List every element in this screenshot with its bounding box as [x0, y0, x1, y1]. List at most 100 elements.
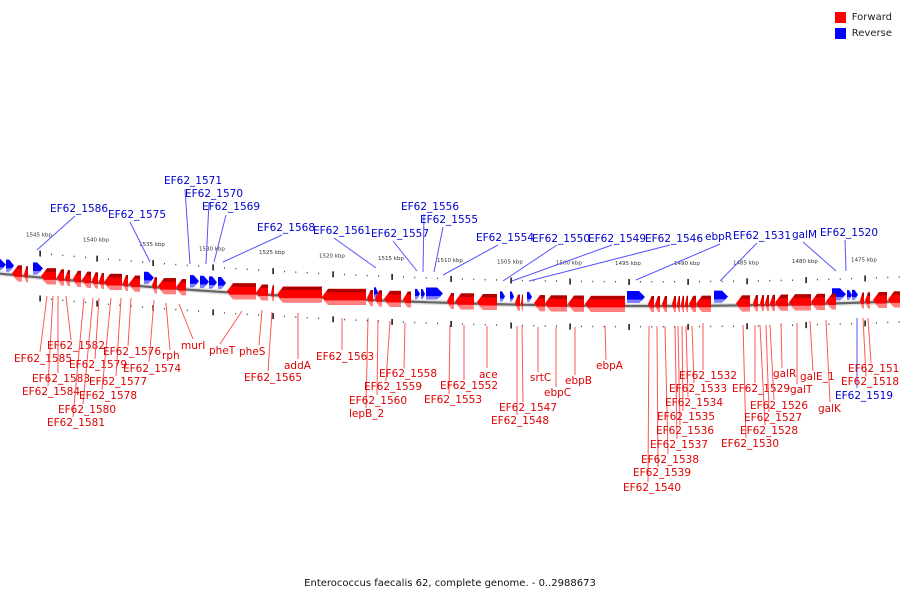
reverse-gene-arrow: [714, 290, 728, 303]
minor-tick: [318, 272, 320, 275]
reverse-leader-line: [844, 239, 847, 272]
forward-gene-label: EF62_1517: [848, 363, 900, 375]
reverse-gene-label: EF62_1519: [835, 390, 893, 402]
reverse-gene-label: EF62_1561: [313, 225, 371, 237]
forward-gene-arrow-shade: [105, 285, 122, 290]
reverse-gene-arrow-shade: [714, 299, 727, 303]
tick-label: 1540 kbp: [83, 238, 109, 244]
forward-gene-arrow-top: [94, 272, 98, 276]
forward-gene-arrow: [277, 286, 322, 303]
tick-label: 1515 kbp: [378, 256, 404, 262]
reverse-leader-line: [205, 201, 210, 265]
forward-gene-arrow-top: [231, 283, 256, 287]
reverse-leader-line: [222, 234, 283, 263]
minor-tick-lower: [792, 324, 794, 326]
forward-gene-arrow-top: [761, 295, 764, 299]
forward-gene-arrow-top: [67, 270, 70, 274]
forward-leader-line: [101, 297, 112, 391]
forward-gene-arrow-top: [45, 268, 56, 272]
forward-gene-arrow-top: [369, 289, 373, 294]
forward-gene-arrow-shade: [515, 306, 520, 311]
minor-tick: [437, 277, 439, 280]
minor-tick-lower: [816, 323, 818, 326]
forward-gene-arrow-top: [108, 273, 122, 278]
legend-label-reverse: Reverse: [851, 27, 892, 39]
forward-gene-arrow: [789, 294, 811, 311]
forward-gene-arrow: [545, 295, 567, 312]
minor-tick-lower: [223, 312, 225, 314]
reverse-gene-label: EF62_1570: [185, 188, 243, 200]
forward-leader-line: [647, 325, 650, 483]
forward-leader-line: [403, 322, 406, 369]
reverse-gene-label: ebpR: [705, 231, 732, 243]
forward-gene-arrow: [99, 272, 104, 289]
reverse-gene-arrow-shade: [209, 285, 216, 289]
forward-gene-label: EF62_1576: [103, 346, 161, 358]
forward-gene-arrow-shade: [760, 306, 764, 312]
major-tick-lower: [805, 322, 807, 329]
minor-tick: [306, 272, 308, 274]
forward-leader-line: [809, 320, 814, 372]
forward-gene-arrow-top: [877, 291, 887, 296]
forward-gene-arrow-top: [572, 295, 584, 300]
forward-gene-label: EF62_1580: [58, 404, 116, 416]
forward-gene-arrow-shade: [672, 307, 676, 312]
minor-tick-lower: [62, 299, 64, 302]
forward-leader-line: [691, 325, 695, 384]
tick-label: 1530 kbp: [199, 246, 225, 252]
minor-tick-lower: [306, 317, 308, 319]
forward-gene-label: pheT: [209, 345, 236, 357]
reverse-gene-label: EF62_1546: [645, 233, 703, 245]
forward-gene-arrow-top: [538, 295, 545, 299]
minor-tick-lower: [556, 325, 558, 327]
forward-gene-arrow: [176, 279, 186, 296]
major-tick: [510, 277, 512, 284]
minor-tick: [615, 280, 617, 283]
forward-gene-arrow-shade: [889, 302, 900, 308]
minor-tick: [142, 261, 144, 263]
forward-gene-arrow-top: [793, 294, 811, 298]
forward-gene-label: EF62_1518: [841, 376, 899, 388]
forward-gene-arrow-shade: [368, 301, 373, 306]
forward-gene-arrow-top: [867, 292, 870, 296]
forward-gene-arrow-top: [779, 294, 788, 299]
strand-legend: Forward Reverse: [834, 9, 892, 41]
forward-leader-line: [825, 319, 831, 403]
reverse-gene-arrow: [190, 275, 199, 288]
forward-gene-arrow-top: [692, 295, 696, 300]
forward-gene-label: pheS: [239, 346, 266, 358]
reverse-leader-line: [36, 215, 76, 251]
forward-gene-arrow-shade: [448, 304, 454, 309]
minor-tick: [580, 280, 582, 283]
forward-gene-arrow-shade: [655, 307, 660, 312]
forward-leader-line: [759, 324, 766, 426]
forward-gene-arrow-top: [459, 293, 474, 297]
minor-tick-lower: [639, 325, 641, 328]
minor-tick-lower: [343, 318, 345, 321]
forward-gene-arrow-top: [664, 295, 667, 300]
minor-tick: [828, 278, 830, 281]
gene-labels: EF62_1586 EF62_1575EF62_1571EF62_1570EF62…: [14, 175, 900, 494]
forward-gene-arrow-shade: [521, 306, 523, 311]
forward-gene-arrow-top: [25, 266, 28, 270]
minor-tick: [50, 253, 52, 256]
forward-gene-label: ebpC: [544, 387, 571, 399]
forward-gene-label: EF62_1547: [499, 402, 557, 414]
minor-tick: [366, 274, 368, 277]
forward-leader-line: [376, 319, 379, 396]
minor-tick: [556, 280, 558, 282]
forward-gene-arrow-shade: [152, 288, 157, 294]
forward-gene-arrow-shade: [74, 282, 81, 287]
major-tick: [39, 250, 41, 257]
forward-gene-label: lepB_2: [349, 408, 384, 420]
forward-gene-arrow: [375, 290, 382, 307]
minor-tick: [414, 276, 416, 279]
minor-tick-lower: [496, 324, 498, 326]
tick-label: 1480 kbp: [792, 259, 818, 265]
reverse-gene-arrow-shade: [510, 298, 514, 302]
forward-gene-label: EF62_1574: [123, 363, 181, 375]
reverse-gene-arrow: [33, 262, 43, 275]
reverse-leader-line: [802, 241, 837, 272]
minor-tick-lower: [73, 300, 75, 303]
